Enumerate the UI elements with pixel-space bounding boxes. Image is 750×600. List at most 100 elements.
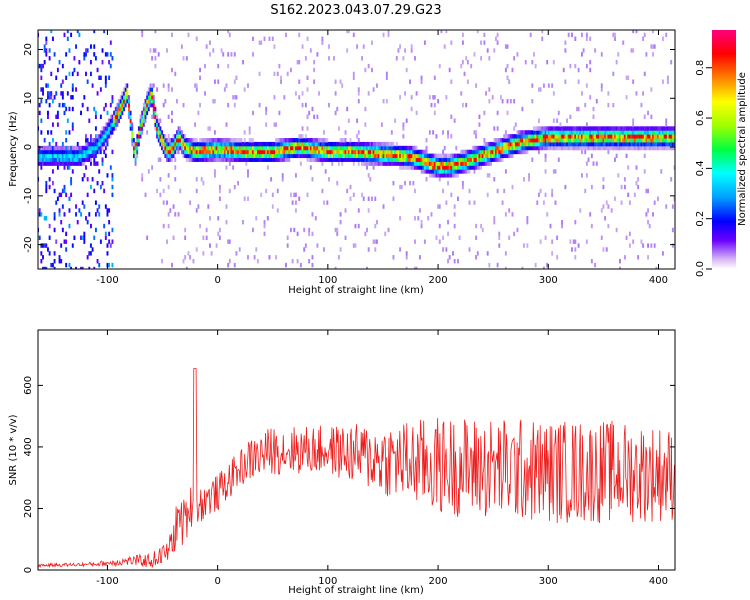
- spectrogram-cell: [104, 79, 107, 84]
- spectrogram-cell: [585, 141, 588, 147]
- spectrogram-cell: [352, 157, 355, 162]
- spectrogram-cell: [329, 149, 332, 155]
- spectrogram-cell: [567, 32, 570, 38]
- spectrogram-cell: [40, 157, 43, 162]
- spectrogram-cell: [171, 153, 173, 159]
- spectrogram-cell: [94, 227, 97, 233]
- spectrogram-cell: [311, 138, 314, 143]
- spectrogram-cell: [668, 138, 671, 143]
- spectrogram-cell: [86, 138, 89, 143]
- spectrogram-cell: [670, 177, 673, 182]
- spectrogram-cell: [647, 134, 649, 139]
- spectrogram-cell: [516, 134, 519, 139]
- snr-y-tick-label: 0: [23, 567, 34, 573]
- spectrogram-cell: [397, 48, 400, 53]
- spectrogram-cell: [182, 102, 185, 108]
- spectrogram-cell: [104, 231, 107, 237]
- spectrogram-cell: [311, 157, 314, 162]
- spectrogram-cell: [204, 149, 206, 155]
- spectrogram-cell: [47, 110, 49, 116]
- spectrogram-cell: [380, 157, 383, 162]
- spectrogram-cell: [594, 138, 597, 143]
- spectrogram-cell: [537, 149, 540, 155]
- spectrogram-cell: [299, 134, 302, 139]
- spectrogram-cell: [638, 141, 641, 147]
- spectrogram-cell: [245, 157, 248, 162]
- spectrogram-cell: [584, 149, 587, 155]
- spectrogram-cell: [485, 145, 487, 151]
- spectrogram-cell: [402, 134, 405, 139]
- spectrogram-cell: [506, 138, 509, 143]
- spectrogram-cell: [111, 239, 114, 244]
- spectrogram-cell: [493, 138, 496, 143]
- spectrogram-cell: [271, 192, 274, 198]
- spectrogram-cell: [243, 153, 246, 159]
- spectrogram-cell: [294, 208, 297, 213]
- spectrogram-cell: [640, 130, 643, 135]
- spectrogram-cell: [475, 223, 478, 229]
- spectrogram-cell: [225, 219, 228, 225]
- spectrogram-cell: [118, 118, 121, 123]
- spectrogram-cell: [80, 212, 82, 217]
- spectrogram-cell: [556, 118, 559, 123]
- spectrogram-cell: [585, 36, 588, 41]
- spectrogram-cell: [478, 114, 481, 120]
- spectrogram-cell: [504, 145, 507, 151]
- spectrogram-cell: [481, 161, 484, 166]
- spectrogram-cell: [612, 126, 615, 131]
- spectrogram-cell: [443, 153, 446, 159]
- spectrogram-cell: [240, 153, 243, 159]
- spectrogram-cell: [290, 227, 292, 233]
- spectrogram-cell: [450, 134, 453, 139]
- spectrogram-cell: [556, 126, 559, 131]
- spectrogram-cell: [220, 157, 223, 162]
- spectrogram-cell: [455, 161, 458, 166]
- spectrogram-cell: [124, 87, 127, 92]
- spectrogram-cell: [247, 196, 249, 201]
- spectrogram-cell: [174, 157, 177, 162]
- spectrogram-cell: [174, 177, 177, 182]
- spectrogram-cell: [483, 138, 486, 143]
- spectrogram-cell: [445, 157, 448, 162]
- spectrogram-cell: [139, 130, 142, 135]
- spectrogram-cell: [549, 134, 552, 139]
- spectrogram-cell: [442, 130, 445, 135]
- spectrogram-cell: [471, 153, 474, 159]
- spectrogram-cell: [564, 138, 567, 143]
- spectrogram-cell: [496, 32, 499, 38]
- spectrogram-cell: [513, 138, 516, 143]
- spectrogram-cell: [645, 141, 648, 147]
- spectrogram-cell: [455, 153, 458, 159]
- spectrogram-cell: [597, 126, 600, 131]
- spectrogram-cell: [478, 161, 481, 166]
- spectrogram-cell: [468, 169, 471, 174]
- spectrogram-cell: [526, 130, 529, 135]
- spectrogram-cell: [252, 52, 254, 57]
- spectrogram-cell: [184, 153, 187, 159]
- spectrogram-cell: [205, 157, 208, 162]
- spectrogram-cell: [339, 138, 342, 143]
- snr-series-line: [38, 368, 675, 569]
- spectrogram-cell: [442, 188, 445, 194]
- spectrogram-cell: [81, 153, 84, 159]
- spectrogram-cell: [89, 71, 92, 77]
- spectrogram-cell: [154, 56, 157, 61]
- spectrogram-cell: [273, 141, 276, 147]
- spectrogram-cell: [531, 157, 534, 162]
- spectrogram-cell: [375, 153, 378, 159]
- spectrogram-cell: [518, 130, 521, 135]
- spectrogram-cell: [404, 149, 406, 155]
- spectrogram-cell: [265, 141, 268, 147]
- spectrogram-cell: [546, 145, 549, 151]
- spectrogram-cell: [91, 153, 94, 159]
- spectrogram-cell: [106, 130, 109, 135]
- spectrogram-cell: [458, 153, 461, 159]
- spectrogram-cell: [385, 153, 388, 159]
- spectrogram-cell: [318, 141, 321, 147]
- spectrogram-cell: [542, 138, 545, 143]
- spectrogram-cell: [195, 138, 198, 143]
- spectrogram-cell: [68, 106, 71, 112]
- spectrogram-cell: [131, 141, 134, 147]
- spectrogram-cell: [387, 149, 390, 155]
- spectrogram-cell: [256, 153, 259, 159]
